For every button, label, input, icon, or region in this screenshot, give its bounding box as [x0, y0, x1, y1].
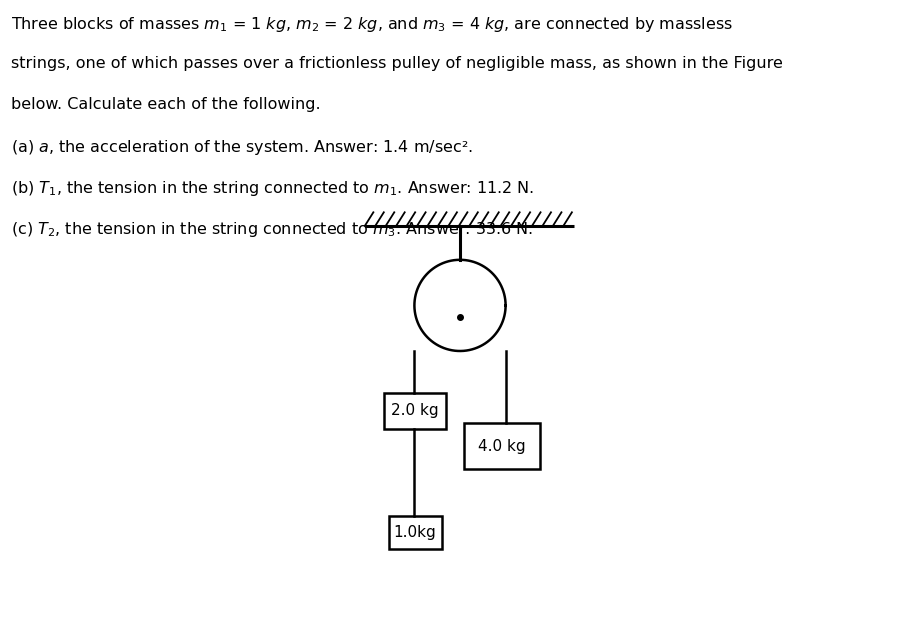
Text: 1.0kg: 1.0kg: [394, 525, 436, 540]
Text: below. Calculate each of the following.: below. Calculate each of the following.: [11, 97, 320, 112]
Text: (c) $T_2$, the tension in the string connected to $m_3$. Answer: 33.6 N.: (c) $T_2$, the tension in the string con…: [11, 220, 533, 239]
Text: 2.0 kg: 2.0 kg: [392, 404, 439, 418]
Bar: [384, 393, 446, 429]
Text: 4.0 kg: 4.0 kg: [478, 438, 526, 454]
Text: strings, one of which passes over a frictionless pulley of negligible mass, as s: strings, one of which passes over a fric…: [11, 56, 783, 71]
Text: (a) $a$, the acceleration of the system. Answer: 1.4 m/sec².: (a) $a$, the acceleration of the system.…: [11, 138, 472, 157]
Bar: [464, 423, 540, 469]
Bar: [389, 516, 442, 548]
Text: (b) $T_1$, the tension in the string connected to $m_1$. Answer: 11.2 N.: (b) $T_1$, the tension in the string con…: [11, 179, 534, 198]
Text: Three blocks of masses $m_1$ = 1 $kg$, $m_2$ = 2 $kg$, and $m_3$ = 4 $kg$, are c: Three blocks of masses $m_1$ = 1 $kg$, $…: [11, 15, 733, 35]
